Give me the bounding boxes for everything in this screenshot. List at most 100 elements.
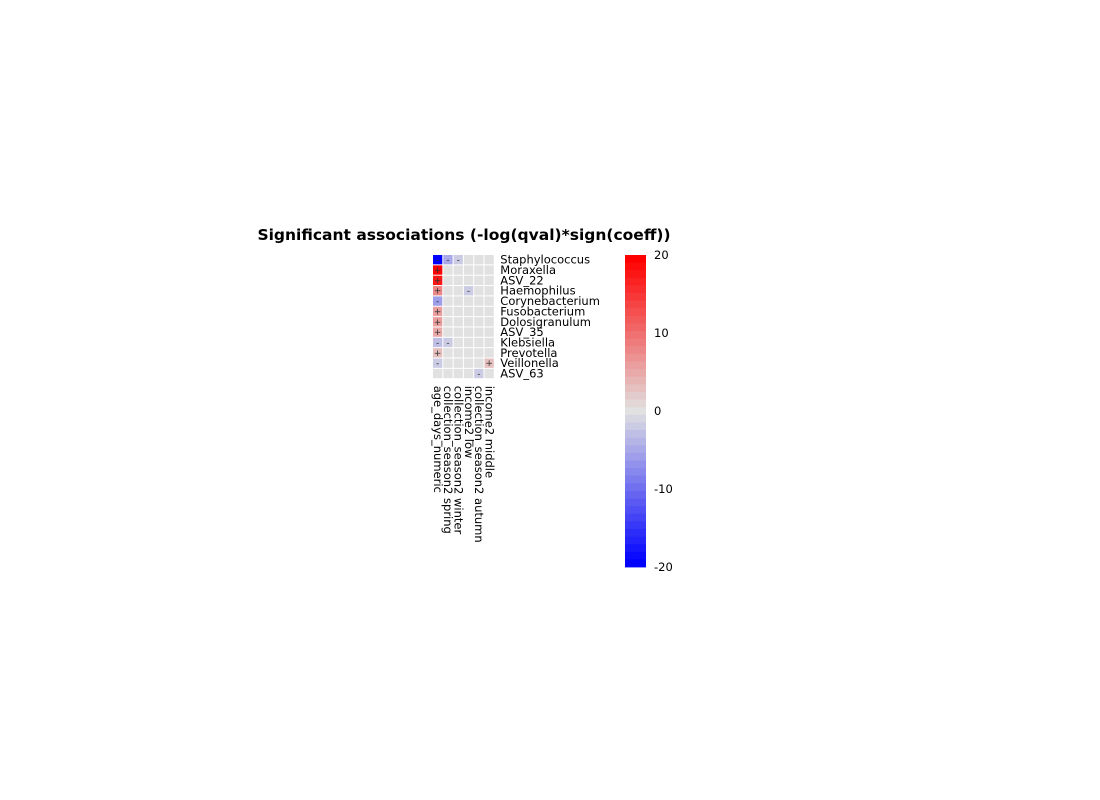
- colorbar-segment: [625, 255, 646, 264]
- heatmap-cell: [463, 306, 474, 317]
- colorbar-segment: [625, 452, 646, 461]
- heatmap-cell: [433, 275, 443, 286]
- heatmap-cell: [443, 275, 453, 286]
- colorbar-segment: [625, 445, 646, 454]
- colorbar-segment: [625, 270, 646, 279]
- heatmap-cell: [463, 348, 474, 358]
- column-label: collection_season2 autumn: [472, 386, 486, 543]
- column-label: collection_season2 winter: [451, 386, 465, 535]
- colorbar-segment: [625, 277, 646, 286]
- heatmap-cell: [443, 337, 453, 348]
- heatmap-cell: [453, 265, 463, 275]
- heatmap-cell: [463, 368, 474, 379]
- colorbar-segment: [625, 293, 646, 302]
- heatmap-cell: [443, 286, 453, 296]
- row-label: ASV_35: [500, 325, 543, 339]
- column-label: income2 low: [462, 386, 476, 459]
- colorbar-segment: [625, 376, 646, 385]
- heatmap-cell: [484, 348, 494, 358]
- heatmap-cell: [443, 306, 453, 317]
- heatmap-cell: [484, 337, 494, 348]
- heatmap-cell: [433, 368, 443, 379]
- colorbar-segment: [625, 338, 646, 347]
- colorbar-segment: [625, 483, 646, 492]
- heatmap-cell: [474, 358, 484, 368]
- colorbar-segment: [625, 460, 646, 469]
- row-label: Dolosigranulum: [500, 315, 591, 329]
- heatmap-cell: [463, 255, 474, 265]
- cell-sign-label: +: [434, 328, 442, 338]
- heatmap-cell: [474, 286, 484, 296]
- colorbar-segment: [625, 475, 646, 484]
- heatmap-cell: [484, 317, 494, 327]
- row-label: Klebsiella: [500, 335, 555, 349]
- heatmap-cell: [453, 358, 463, 368]
- colorbar: [625, 255, 646, 568]
- heatmap-cell: [474, 368, 484, 379]
- heatmap-cell: [484, 306, 494, 317]
- heatmap-cell: [484, 368, 494, 379]
- colorbar-segment: [625, 506, 646, 515]
- colorbar-segment: [625, 437, 646, 446]
- heatmap-cell: [443, 255, 453, 265]
- heatmap-cell: [453, 306, 463, 317]
- heatmap-cell: [484, 327, 494, 337]
- heatmap-cell: [474, 296, 484, 306]
- colorbar-segment: [625, 331, 646, 340]
- column-label: income2 middle: [482, 386, 496, 478]
- chart-title: Significant associations (-log(qval)*sig…: [257, 226, 671, 244]
- colorbar-segment: [625, 498, 646, 507]
- heatmap-cell: [453, 296, 463, 306]
- colorbar-segment: [625, 414, 646, 423]
- cell-sign-label: -: [467, 287, 470, 297]
- heatmap-cell: [453, 317, 463, 327]
- heatmap-cell: [484, 296, 494, 306]
- heatmap-cell: [433, 317, 443, 327]
- colorbar-segment: [625, 490, 646, 499]
- heatmap-cell: [443, 296, 453, 306]
- colorbar-segment: [625, 422, 646, 431]
- column-label: age_days_numeric: [431, 386, 445, 493]
- cell-sign-label: +: [434, 287, 442, 297]
- heatmap-cell: [453, 348, 463, 358]
- cell-sign-label: -: [436, 338, 439, 348]
- heatmap-cells: - - -+++ --+++- -+- +-: [433, 255, 494, 380]
- heatmap-cell: [443, 348, 453, 358]
- heatmap-cell: [474, 337, 484, 348]
- heatmap-cell: [453, 327, 463, 337]
- heatmap-cell: [453, 275, 463, 286]
- colorbar-tick-label: 20: [654, 248, 669, 262]
- colorbar-segment: [625, 262, 646, 271]
- heatmap-cell: [453, 337, 463, 348]
- row-label: Moraxella: [500, 263, 556, 277]
- colorbar-segment: [625, 353, 646, 362]
- colorbar-segment: [625, 521, 646, 530]
- heatmap-cell: [463, 286, 474, 296]
- colorbar-segment: [625, 308, 646, 317]
- colorbar-tick-label: -10: [654, 482, 673, 496]
- heatmap-cell: [463, 337, 474, 348]
- cell-sign-label: +: [434, 307, 442, 317]
- colorbar-segment: [625, 536, 646, 545]
- heatmap-cell: [474, 306, 484, 317]
- heatmap-cell: [484, 275, 494, 286]
- colorbar-segment: [625, 315, 646, 324]
- heatmap-cell: [484, 255, 494, 265]
- row-label: Prevotella: [500, 346, 557, 360]
- heatmap-cell: [453, 286, 463, 296]
- heatmap-cell: [484, 286, 494, 296]
- heatmap-cell: [474, 255, 484, 265]
- colorbar-segment: [625, 528, 646, 537]
- heatmap-cell: [443, 327, 453, 337]
- colorbar-tick-label: -20: [654, 560, 673, 574]
- heatmap-cell: [484, 358, 494, 368]
- cell-sign-label: -: [436, 256, 439, 266]
- colorbar-segment: [625, 513, 646, 522]
- cell-sign-label: -: [436, 359, 439, 369]
- heatmap-cell: [484, 265, 494, 275]
- cell-sign-label: -: [436, 297, 439, 307]
- heatmap-cell: [463, 358, 474, 368]
- heatmap-cell: [433, 337, 443, 348]
